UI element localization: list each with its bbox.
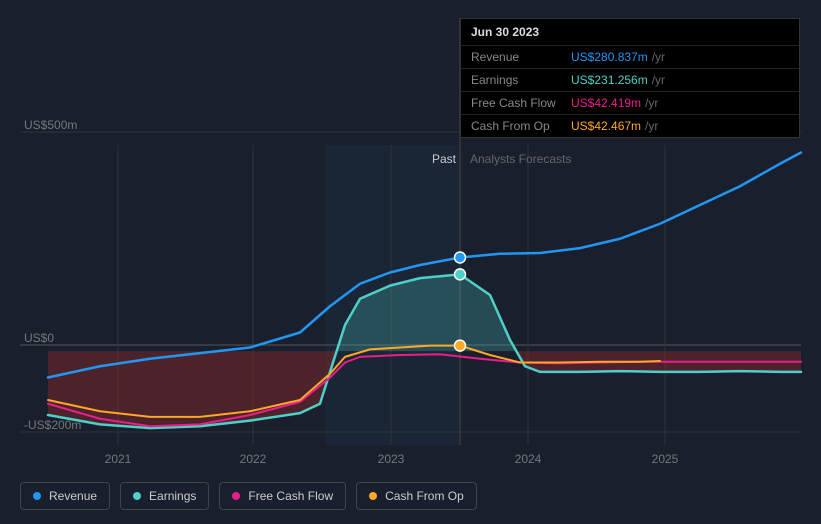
legend-item-earnings[interactable]: Earnings [120,482,209,510]
tooltip-row: RevenueUS$280.837m/yr [461,46,799,69]
x-axis-label: 2022 [240,452,267,466]
tooltip-row: EarningsUS$231.256m/yr [461,69,799,92]
chart-legend: Revenue Earnings Free Cash Flow Cash From O… [20,482,477,510]
tooltip-metric-label: Earnings [471,73,571,87]
x-axis-label: 2023 [378,452,405,466]
tooltip-metric-value: US$42.467m [571,119,641,133]
tooltip-metric-unit: /yr [645,96,658,110]
y-axis-label: US$500m [24,118,77,132]
legend-label: Cash From Op [385,489,464,503]
tooltip-metric-value: US$231.256m [571,73,648,87]
legend-dot-icon [232,492,240,500]
tooltip-metric-unit: /yr [652,50,665,64]
tooltip-metric-label: Free Cash Flow [471,96,571,110]
x-axis-label: 2021 [105,452,132,466]
forecast-section-label: Analysts Forecasts [470,152,571,166]
legend-dot-icon [33,492,41,500]
financials-chart: Past Analysts Forecasts US$500m US$0 -US$2… [0,0,821,524]
legend-item-free-cash-flow[interactable]: Free Cash Flow [219,482,346,510]
tooltip-metric-label: Cash From Op [471,119,571,133]
tooltip-metric-unit: /yr [645,119,658,133]
legend-dot-icon [133,492,141,500]
legend-dot-icon [369,492,377,500]
chart-tooltip: Jun 30 2023 RevenueUS$280.837m/yrEarning… [460,18,800,138]
x-axis-label: 2024 [515,452,542,466]
legend-label: Revenue [49,489,97,503]
y-axis-label: US$0 [24,331,54,345]
tooltip-row: Free Cash FlowUS$42.419m/yr [461,92,799,115]
past-section-label: Past [432,152,456,166]
tooltip-date: Jun 30 2023 [461,19,799,46]
tooltip-metric-label: Revenue [471,50,571,64]
tooltip-metric-unit: /yr [652,73,665,87]
legend-item-cash-from-op[interactable]: Cash From Op [356,482,477,510]
y-axis-label: -US$200m [24,418,81,432]
legend-label: Free Cash Flow [248,489,333,503]
tooltip-metric-value: US$280.837m [571,50,648,64]
tooltip-row: Cash From OpUS$42.467m/yr [461,115,799,137]
legend-item-revenue[interactable]: Revenue [20,482,110,510]
tooltip-metric-value: US$42.419m [571,96,641,110]
x-axis-label: 2025 [652,452,679,466]
legend-label: Earnings [149,489,196,503]
